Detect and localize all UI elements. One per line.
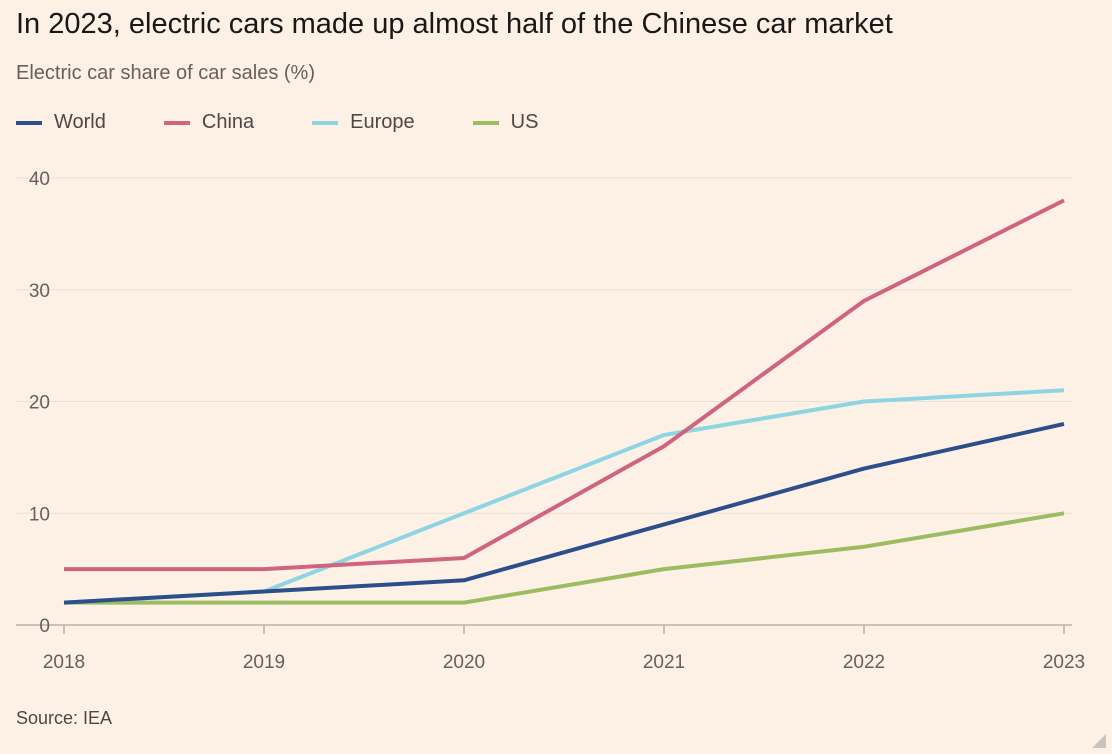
series-line-world <box>63 421 1065 605</box>
legend-label-world: World <box>54 111 106 133</box>
y-tick-label-0: 0 <box>39 616 50 637</box>
x-tick-label-2021: 2021 <box>643 652 685 673</box>
x-tick-label-2020: 2020 <box>443 652 485 673</box>
x-tick-label-2018: 2018 <box>43 652 85 673</box>
legend-label-china: China <box>201 111 255 133</box>
y-tick-label-40: 40 <box>29 169 50 190</box>
line-chart: 2018 2019 2020 2021 2022 2023 0 10 20 30 40 <box>16 169 1085 673</box>
y-tick-label-20: 20 <box>29 393 50 414</box>
resize-handle-icon <box>1092 734 1106 748</box>
gridlines <box>16 177 1072 514</box>
x-tick-label-2023: 2023 <box>1043 652 1085 673</box>
chart-source: Source: IEA <box>16 708 113 728</box>
legend-label-us: US <box>510 111 539 133</box>
x-tick-label-2022: 2022 <box>843 652 885 673</box>
legend-label-europe: Europe <box>350 111 415 133</box>
series-line-us <box>64 511 1065 605</box>
y-tick-label-10: 10 <box>29 504 50 525</box>
legend-swatch-europe <box>312 120 339 125</box>
chart-legend: World China Europe US <box>16 111 538 134</box>
series-lines <box>63 198 1065 605</box>
y-tick-label-30: 30 <box>29 281 50 302</box>
y-axis: 0 10 20 30 40 <box>29 169 50 637</box>
legend-swatch-china <box>163 120 190 125</box>
x-tick-label-2019: 2019 <box>243 652 285 673</box>
legend-item-china: China <box>163 111 255 134</box>
legend-item-world: World <box>16 111 106 134</box>
legend-swatch-world <box>16 120 42 125</box>
legend-item-europe: Europe <box>312 111 415 134</box>
legend-swatch-us <box>472 120 499 125</box>
chart-subtitle: Electric car share of car sales (%) <box>16 62 315 84</box>
series-line-china <box>64 198 1065 572</box>
legend-item-us: US <box>472 111 539 134</box>
chart-title: In 2023, electric cars made up almost ha… <box>16 8 893 40</box>
x-axis: 2018 2019 2020 2021 2022 2023 <box>16 624 1085 673</box>
